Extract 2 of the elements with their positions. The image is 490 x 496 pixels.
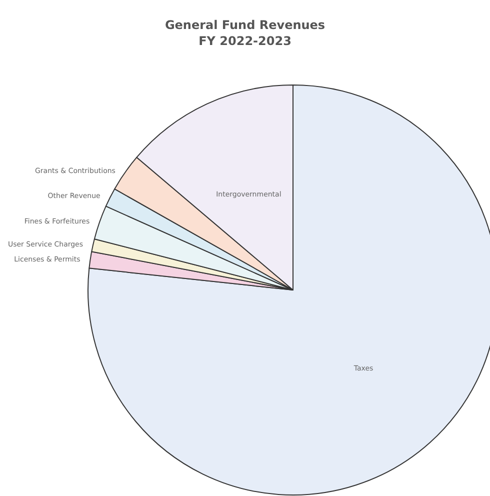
chart-subtitle: FY 2022-2023 [198,34,292,48]
chart-title: General Fund Revenues [164,18,326,32]
